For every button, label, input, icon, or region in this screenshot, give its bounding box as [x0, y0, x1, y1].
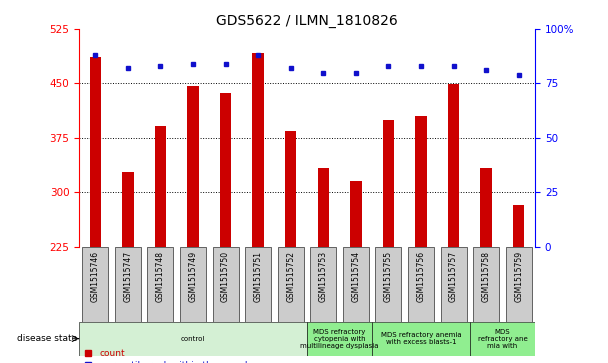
Text: GSM1515749: GSM1515749	[188, 250, 198, 302]
Bar	[89, 57, 101, 247]
Bar	[220, 93, 231, 247]
Text: MDS refractory
cytopenia with
multilineage dysplasia: MDS refractory cytopenia with multilinea…	[300, 329, 379, 348]
Legend: count, percentile rank within the sample: count, percentile rank within the sample	[83, 349, 253, 363]
Text: GSM1515753: GSM1515753	[319, 250, 328, 302]
Text: GSM1515747: GSM1515747	[123, 250, 133, 302]
Bar	[278, 247, 304, 322]
Bar	[343, 247, 369, 322]
Bar	[473, 247, 499, 322]
Text: GSM1515759: GSM1515759	[514, 250, 523, 302]
Bar	[122, 172, 134, 247]
Bar	[513, 205, 525, 247]
Bar	[317, 168, 329, 247]
Bar	[285, 131, 297, 247]
Text: GSM1515758: GSM1515758	[482, 250, 491, 302]
Bar	[408, 247, 434, 322]
Bar	[372, 322, 470, 356]
Bar	[155, 126, 166, 247]
Bar	[213, 247, 238, 322]
Text: GSM1515748: GSM1515748	[156, 250, 165, 302]
Text: GSM1515751: GSM1515751	[254, 250, 263, 302]
Text: GSM1515752: GSM1515752	[286, 250, 295, 302]
Bar	[375, 247, 401, 322]
Text: disease state: disease state	[17, 334, 77, 343]
Bar	[350, 182, 362, 247]
Text: GSM1515746: GSM1515746	[91, 250, 100, 302]
Text: MDS
refractory ane
mia with: MDS refractory ane mia with	[478, 329, 527, 348]
Title: GDS5622 / ILMN_1810826: GDS5622 / ILMN_1810826	[216, 14, 398, 28]
Bar	[245, 247, 271, 322]
Bar	[310, 247, 336, 322]
Bar	[187, 86, 199, 247]
Text: control: control	[181, 336, 206, 342]
Bar	[147, 247, 173, 322]
Bar	[383, 120, 394, 247]
Bar	[180, 247, 206, 322]
Bar	[307, 322, 372, 356]
Bar	[480, 168, 492, 247]
Bar	[441, 247, 466, 322]
Text: GSM1515755: GSM1515755	[384, 250, 393, 302]
Text: GSM1515757: GSM1515757	[449, 250, 458, 302]
Bar	[115, 247, 141, 322]
Bar	[415, 116, 427, 247]
Bar	[470, 322, 535, 356]
Bar	[252, 53, 264, 247]
Text: GSM1515756: GSM1515756	[416, 250, 426, 302]
Bar	[79, 322, 307, 356]
Text: GSM1515754: GSM1515754	[351, 250, 361, 302]
Bar	[82, 247, 108, 322]
Bar	[448, 84, 459, 247]
Text: GSM1515750: GSM1515750	[221, 250, 230, 302]
Text: MDS refractory anemia
with excess blasts-1: MDS refractory anemia with excess blasts…	[381, 332, 461, 345]
Bar	[506, 247, 532, 322]
